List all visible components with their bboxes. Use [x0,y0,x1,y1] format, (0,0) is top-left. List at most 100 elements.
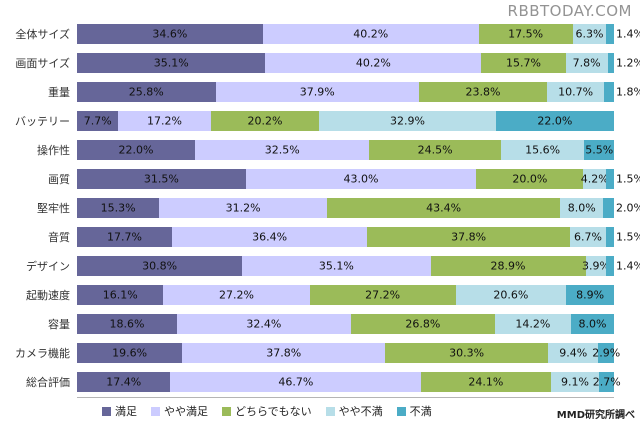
data-label: 9.1% [561,375,590,388]
bar-segment: 16.1% [77,284,164,305]
chart-row: 堅牢性 15.3% 31.2% 43.4% 8.0% 2.0% [0,193,640,222]
data-label: 35.1% [153,56,189,69]
legend-label: どちらでもない [235,405,312,418]
bar-segment: 37.9% [215,81,420,102]
bar-segment: 2.9% [592,342,620,363]
bar-segment: 40.2% [265,52,482,73]
bar-segment: 1.8% [604,81,640,102]
category-label: デザイン [26,259,70,273]
data-label: 1.2% [615,56,640,69]
data-label: 36.4% [252,230,288,243]
bar-segment: 19.6% [77,342,183,363]
bar-segment: 9.4% [547,342,599,363]
data-label: 1.8% [615,85,640,98]
category-label: 堅牢性 [37,201,70,215]
legend-item: どちらでもない [222,403,312,419]
site-logo: RBBTODAY.COM [507,2,632,20]
bar-segment: 3.9% [582,255,610,276]
bar-segment: 36.4% [171,226,368,247]
data-label: 43.4% [426,201,462,214]
data-label: 20.2% [247,114,283,127]
bar-segment: 30.3% [385,342,548,363]
bar-segment: 6.3% [572,23,607,44]
data-label: 4.2% [580,172,609,185]
data-label: 20.0% [512,172,548,185]
bar-segment: 8.0% [560,197,604,218]
category-label: 音質 [48,230,70,244]
data-label: 31.5% [143,172,179,185]
chart-rows: 全体サイズ 34.6% 40.2% 17.5% 6.3% 1.4% 画面サイズ 35.1% 40… [0,19,640,396]
chart-row: 音質 17.7% 36.4% 37.8% 6.7% 1.5% [0,222,640,251]
bar-segment: 22.0% [495,110,614,131]
data-label: 14.2% [515,317,551,330]
bar-segment: 27.2% [163,284,310,305]
data-label: 1.5% [615,230,640,243]
data-label: 27.2% [365,288,401,301]
data-label: 3.9% [582,259,610,272]
bar-segment: 32.9% [319,110,496,131]
data-label: 16.1% [102,288,138,301]
legend-swatch-icon [151,406,160,416]
data-label: 22.0% [118,143,154,156]
data-label: 35.1% [318,259,354,272]
category-label: 全体サイズ [15,27,70,41]
bar-segment: 1.4% [606,23,640,44]
data-label: 17.2% [147,114,182,127]
legend-label: 不満 [409,405,432,418]
bar-track: 30.8% 35.1% 28.9% 3.9% 1.4% [77,255,640,276]
legend-swatch-icon [222,406,231,416]
data-label: 25.8% [128,85,164,98]
data-label: 43.0% [343,172,379,185]
data-label: 17.4% [106,375,142,388]
data-label: 6.3% [575,27,604,40]
bar-segment: 24.5% [369,139,501,160]
chart-row: カメラ機能 19.6% 37.8% 30.3% 9.4% 2.9% [0,338,640,367]
bar-track: 35.1% 40.2% 15.7% 7.8% 1.2% [77,52,640,73]
legend-swatch-icon [396,406,406,416]
bar-segment: 26.8% [350,313,495,334]
data-label: 26.8% [405,317,441,330]
bar-track: 18.6% 32.4% 26.8% 14.2% 8.0% [77,313,614,334]
category-label: 総合評価 [26,375,70,389]
data-label: 15.3% [100,201,136,214]
category-label: カメラ機能 [15,346,70,360]
bar-track: 7.7% 17.2% 20.2% 32.9% 22.0% [77,110,614,131]
bar-segment: 1.2% [607,52,640,73]
data-label: 32.9% [390,114,425,127]
bar-segment: 17.5% [478,23,573,44]
data-label: 20.6% [493,288,529,301]
bar-track: 34.6% 40.2% 17.5% 6.3% 1.4% [77,23,640,44]
bar-track: 16.1% 27.2% 27.2% 20.6% 8.9% [77,284,614,305]
bar-segment: 46.7% [170,371,422,392]
bar-track: 22.0% 32.5% 24.5% 15.6% 5.5% [77,139,614,160]
bar-segment: 35.1% [242,255,431,276]
bar-segment: 1.5% [605,226,640,247]
bar-segment: 35.1% [77,52,266,73]
bar-segment: 20.0% [476,168,584,189]
legend-item: やや満足 [151,403,208,419]
bar-segment: 8.9% [566,284,614,305]
bar-segment: 28.9% [430,255,586,276]
data-label: 1.5% [615,172,640,185]
data-label: 1.4% [615,27,640,40]
bar-track: 17.7% 36.4% 37.8% 6.7% 1.5% [77,226,640,247]
bar-track: 19.6% 37.8% 30.3% 9.4% 2.9% [77,342,620,363]
bar-segment: 37.8% [367,226,570,247]
data-label: 5.5% [585,143,614,156]
data-label: 24.5% [417,143,453,156]
chart-row: 起動速度 16.1% 27.2% 27.2% 20.6% 8.9% [0,280,640,309]
bar-track: 25.8% 37.9% 23.8% 10.7% 1.8% [77,81,640,102]
data-label: 17.5% [508,27,544,40]
data-label: 22.0% [537,114,573,127]
legend-swatch-icon [325,406,335,416]
bar-track: 15.3% 31.2% 43.4% 8.0% 2.0% [77,197,640,218]
legend-item: やや不満 [325,403,383,419]
bar-segment: 32.5% [195,139,370,160]
data-label: 24.1% [468,375,504,388]
bar-segment: 20.2% [210,110,320,131]
data-label: 27.2% [219,288,254,301]
data-label: 15.7% [506,56,541,69]
bar-segment: 15.3% [77,197,160,218]
legend: 満足 やや満足 どちらでもない やや不満 不満 [77,403,614,419]
